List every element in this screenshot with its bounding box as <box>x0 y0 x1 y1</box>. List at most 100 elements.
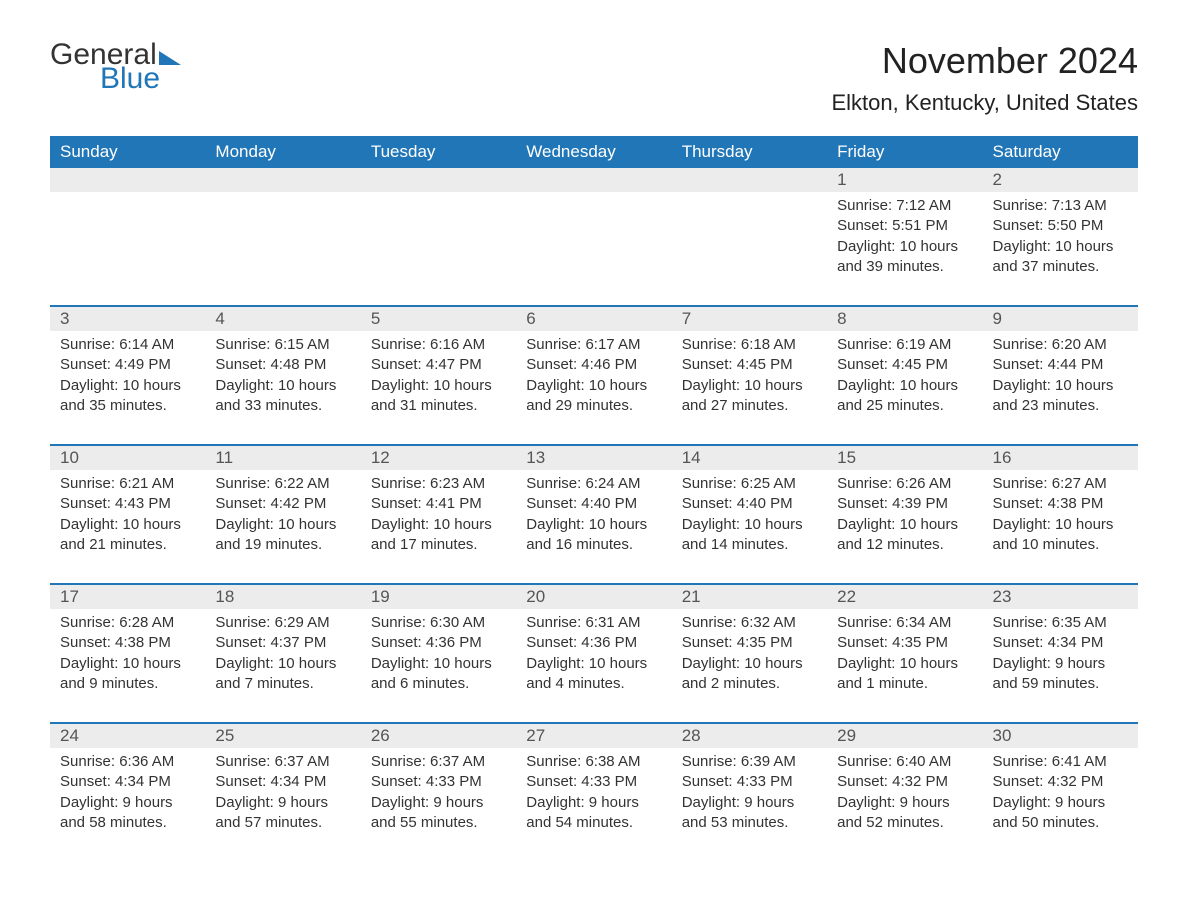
day-data-cell: Sunrise: 6:37 AMSunset: 4:34 PMDaylight:… <box>205 748 360 861</box>
sunset-line: Sunset: 4:40 PM <box>682 494 817 514</box>
daylight-line: Daylight: 10 hours and 29 minutes. <box>526 376 661 417</box>
sunset-line: Sunset: 4:45 PM <box>837 355 972 375</box>
dow-header: Monday <box>205 136 360 168</box>
dow-header: Saturday <box>983 136 1138 168</box>
sunset-line: Sunset: 4:35 PM <box>837 633 972 653</box>
daylight-line: Daylight: 10 hours and 6 minutes. <box>371 654 506 695</box>
sunrise-line: Sunrise: 6:24 AM <box>526 474 661 494</box>
day-data-cell: Sunrise: 6:26 AMSunset: 4:39 PMDaylight:… <box>827 470 982 584</box>
day-data-cell: Sunrise: 6:25 AMSunset: 4:40 PMDaylight:… <box>672 470 827 584</box>
day-number-row: 12 <box>50 168 1138 192</box>
day-number-cell <box>205 168 360 192</box>
daylight-line: Daylight: 10 hours and 27 minutes. <box>682 376 817 417</box>
daylight-line: Daylight: 10 hours and 14 minutes. <box>682 515 817 556</box>
day-number-cell: 15 <box>827 446 982 470</box>
day-data-cell: Sunrise: 6:27 AMSunset: 4:38 PMDaylight:… <box>983 470 1138 584</box>
day-number-cell: 25 <box>205 724 360 748</box>
day-data-cell: Sunrise: 6:17 AMSunset: 4:46 PMDaylight:… <box>516 331 671 445</box>
daylight-line: Daylight: 10 hours and 4 minutes. <box>526 654 661 695</box>
sunset-line: Sunset: 4:41 PM <box>371 494 506 514</box>
day-data-cell <box>50 192 205 306</box>
day-data-cell: Sunrise: 6:22 AMSunset: 4:42 PMDaylight:… <box>205 470 360 584</box>
dow-header: Friday <box>827 136 982 168</box>
day-number-cell: 19 <box>361 585 516 609</box>
day-number-cell: 7 <box>672 307 827 331</box>
daylight-line: Daylight: 10 hours and 7 minutes. <box>215 654 350 695</box>
day-number-cell: 13 <box>516 446 671 470</box>
sunset-line: Sunset: 4:38 PM <box>60 633 195 653</box>
day-data-cell: Sunrise: 6:34 AMSunset: 4:35 PMDaylight:… <box>827 609 982 723</box>
day-data-cell: Sunrise: 6:41 AMSunset: 4:32 PMDaylight:… <box>983 748 1138 861</box>
day-number-cell: 16 <box>983 446 1138 470</box>
dow-header: Sunday <box>50 136 205 168</box>
day-number-cell: 17 <box>50 585 205 609</box>
day-data-cell: Sunrise: 6:14 AMSunset: 4:49 PMDaylight:… <box>50 331 205 445</box>
daylight-line: Daylight: 10 hours and 19 minutes. <box>215 515 350 556</box>
sunrise-line: Sunrise: 6:35 AM <box>993 613 1128 633</box>
daylight-line: Daylight: 10 hours and 16 minutes. <box>526 515 661 556</box>
sunset-line: Sunset: 4:45 PM <box>682 355 817 375</box>
day-data-cell: Sunrise: 6:24 AMSunset: 4:40 PMDaylight:… <box>516 470 671 584</box>
day-number-cell: 12 <box>361 446 516 470</box>
day-number-cell: 3 <box>50 307 205 331</box>
daylight-line: Daylight: 9 hours and 52 minutes. <box>837 793 972 834</box>
header: General Blue November 2024 Elkton, Kentu… <box>50 40 1138 116</box>
day-data-cell: Sunrise: 6:30 AMSunset: 4:36 PMDaylight:… <box>361 609 516 723</box>
day-number-cell: 22 <box>827 585 982 609</box>
daylight-line: Daylight: 10 hours and 21 minutes. <box>60 515 195 556</box>
day-data-cell: Sunrise: 6:21 AMSunset: 4:43 PMDaylight:… <box>50 470 205 584</box>
day-data-cell: Sunrise: 6:19 AMSunset: 4:45 PMDaylight:… <box>827 331 982 445</box>
daylight-line: Daylight: 10 hours and 2 minutes. <box>682 654 817 695</box>
sunrise-line: Sunrise: 6:19 AM <box>837 335 972 355</box>
day-number-cell: 20 <box>516 585 671 609</box>
sunset-line: Sunset: 4:37 PM <box>215 633 350 653</box>
day-data-cell: Sunrise: 6:20 AMSunset: 4:44 PMDaylight:… <box>983 331 1138 445</box>
sunrise-line: Sunrise: 6:22 AM <box>215 474 350 494</box>
day-number-cell: 24 <box>50 724 205 748</box>
sunset-line: Sunset: 4:49 PM <box>60 355 195 375</box>
day-number-cell: 28 <box>672 724 827 748</box>
sunset-line: Sunset: 4:34 PM <box>993 633 1128 653</box>
day-number-cell <box>361 168 516 192</box>
sunrise-line: Sunrise: 6:34 AM <box>837 613 972 633</box>
day-data-cell: Sunrise: 6:23 AMSunset: 4:41 PMDaylight:… <box>361 470 516 584</box>
day-data-cell: Sunrise: 6:32 AMSunset: 4:35 PMDaylight:… <box>672 609 827 723</box>
sunrise-line: Sunrise: 6:30 AM <box>371 613 506 633</box>
sunset-line: Sunset: 4:38 PM <box>993 494 1128 514</box>
sunrise-line: Sunrise: 6:39 AM <box>682 752 817 772</box>
day-number-cell <box>50 168 205 192</box>
daylight-line: Daylight: 9 hours and 53 minutes. <box>682 793 817 834</box>
day-number-cell <box>672 168 827 192</box>
sunrise-line: Sunrise: 6:28 AM <box>60 613 195 633</box>
daylight-line: Daylight: 10 hours and 33 minutes. <box>215 376 350 417</box>
day-number-cell: 26 <box>361 724 516 748</box>
day-data-cell: Sunrise: 6:16 AMSunset: 4:47 PMDaylight:… <box>361 331 516 445</box>
sunset-line: Sunset: 4:32 PM <box>837 772 972 792</box>
dow-header: Thursday <box>672 136 827 168</box>
daylight-line: Daylight: 10 hours and 37 minutes. <box>993 237 1128 278</box>
day-number-cell: 4 <box>205 307 360 331</box>
day-data-cell: Sunrise: 7:12 AMSunset: 5:51 PMDaylight:… <box>827 192 982 306</box>
logo-flag-icon <box>159 51 181 65</box>
sunrise-line: Sunrise: 6:29 AM <box>215 613 350 633</box>
day-number-cell: 5 <box>361 307 516 331</box>
day-number-row: 10111213141516 <box>50 446 1138 470</box>
title-block: November 2024 Elkton, Kentucky, United S… <box>831 40 1138 116</box>
sunset-line: Sunset: 4:35 PM <box>682 633 817 653</box>
day-data-cell <box>516 192 671 306</box>
sunset-line: Sunset: 4:32 PM <box>993 772 1128 792</box>
day-number-cell: 11 <box>205 446 360 470</box>
sunset-line: Sunset: 4:43 PM <box>60 494 195 514</box>
sunset-line: Sunset: 4:34 PM <box>60 772 195 792</box>
day-data-row: Sunrise: 6:14 AMSunset: 4:49 PMDaylight:… <box>50 331 1138 445</box>
daylight-line: Daylight: 10 hours and 39 minutes. <box>837 237 972 278</box>
sunset-line: Sunset: 4:34 PM <box>215 772 350 792</box>
day-number-cell: 23 <box>983 585 1138 609</box>
sunset-line: Sunset: 5:51 PM <box>837 216 972 236</box>
day-data-cell: Sunrise: 6:40 AMSunset: 4:32 PMDaylight:… <box>827 748 982 861</box>
daylight-line: Daylight: 9 hours and 50 minutes. <box>993 793 1128 834</box>
day-number-cell: 2 <box>983 168 1138 192</box>
sunset-line: Sunset: 4:44 PM <box>993 355 1128 375</box>
sunset-line: Sunset: 4:36 PM <box>526 633 661 653</box>
day-data-cell: Sunrise: 6:31 AMSunset: 4:36 PMDaylight:… <box>516 609 671 723</box>
